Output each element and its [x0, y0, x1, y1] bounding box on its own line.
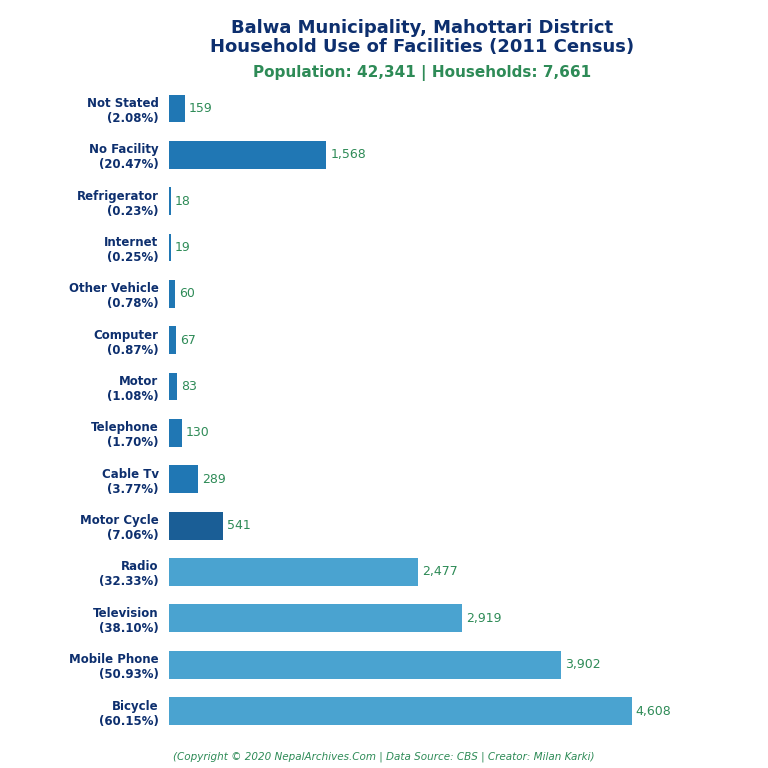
Text: 2,919: 2,919 [466, 612, 502, 625]
Bar [169, 419, 182, 447]
Bar [169, 326, 176, 354]
Bar [169, 558, 418, 586]
Bar [169, 280, 175, 308]
Text: 60: 60 [179, 287, 195, 300]
Text: 67: 67 [180, 334, 196, 346]
Bar [169, 94, 185, 122]
Bar [169, 372, 177, 400]
Text: 19: 19 [175, 241, 190, 254]
Bar [169, 187, 170, 215]
Text: Household Use of Facilities (2011 Census): Household Use of Facilities (2011 Census… [210, 38, 634, 56]
Text: 541: 541 [227, 519, 251, 532]
Text: 2,477: 2,477 [422, 565, 458, 578]
Text: 4,608: 4,608 [636, 704, 671, 717]
Bar [169, 650, 561, 679]
Text: Balwa Municipality, Mahottari District: Balwa Municipality, Mahottari District [231, 19, 614, 37]
Bar [169, 465, 198, 493]
Text: (Copyright © 2020 NepalArchives.Com | Data Source: CBS | Creator: Milan Karki): (Copyright © 2020 NepalArchives.Com | Da… [174, 751, 594, 762]
Text: 3,902: 3,902 [564, 658, 601, 671]
Text: Population: 42,341 | Households: 7,661: Population: 42,341 | Households: 7,661 [253, 65, 591, 81]
Bar [169, 604, 462, 632]
Bar [169, 697, 632, 725]
Text: 1,568: 1,568 [330, 148, 366, 161]
Bar [169, 141, 326, 169]
Bar [169, 233, 170, 261]
Text: 159: 159 [189, 102, 213, 115]
Text: 289: 289 [202, 473, 226, 485]
Text: 18: 18 [175, 194, 190, 207]
Text: 83: 83 [181, 380, 197, 393]
Bar [169, 511, 223, 539]
Text: 130: 130 [186, 426, 210, 439]
